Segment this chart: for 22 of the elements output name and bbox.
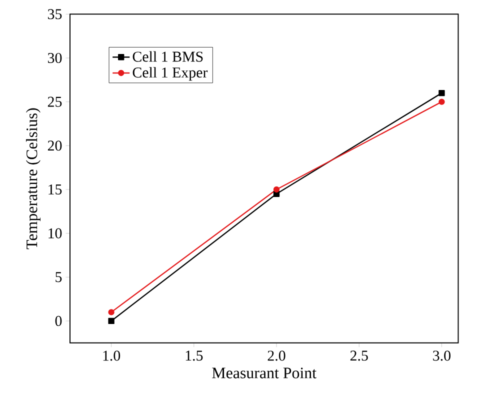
y-tick-label: 25 xyxy=(48,96,62,107)
legend-label: Cell 1 Exper xyxy=(132,67,208,81)
y-tick-label: 30 xyxy=(48,52,62,64)
point xyxy=(108,309,114,316)
y-tick-label: 35 xyxy=(48,9,62,20)
point xyxy=(438,98,445,105)
x-tick-label: 3.0 xyxy=(433,350,450,361)
x-tick-label: 2.5 xyxy=(350,350,368,361)
x-axis-title: Measurant Point xyxy=(212,368,316,378)
y-tick-label: 10 xyxy=(48,228,62,238)
point xyxy=(108,318,114,324)
y-tick-label: 15 xyxy=(48,184,62,195)
x-tick-label: 1.5 xyxy=(186,350,203,361)
point xyxy=(438,90,445,96)
legend-label: Cell 1 BMS xyxy=(132,51,203,62)
point xyxy=(273,186,280,193)
y-tick-label: 20 xyxy=(48,140,62,151)
x-tick-label: 2.0 xyxy=(268,350,286,361)
x-tick-label: 1.0 xyxy=(103,350,120,361)
y-tick-label: 5 xyxy=(56,272,62,282)
y-tick-label: 0 xyxy=(55,316,62,326)
y-axis-title: Temperature (Celsius) xyxy=(26,108,40,250)
